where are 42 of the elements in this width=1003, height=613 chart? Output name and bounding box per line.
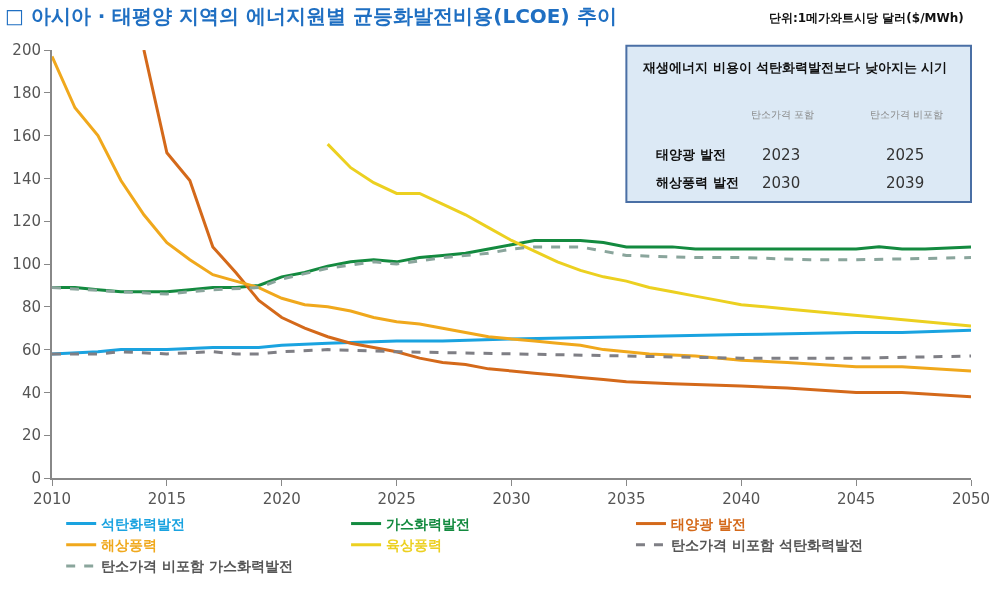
y-tick-label: 0 — [31, 469, 41, 488]
x-tick-label: 2020 — [262, 490, 301, 508]
x-tick-label: 2015 — [147, 490, 186, 508]
y-tick-label: 80 — [21, 298, 41, 317]
line-series — [326, 142, 971, 328]
legend-label: 석탄화력발전 — [101, 516, 186, 533]
y-tick-label: 60 — [21, 340, 41, 359]
annotation: 해상풍력 발전 — [656, 175, 739, 190]
y-tick-label: 140 — [12, 169, 41, 188]
line-series — [52, 245, 971, 296]
x-tick-label: 2010 — [32, 490, 72, 508]
text: 단위:1메가와트시당 달러($/MWh) — [769, 11, 964, 25]
x-tick-label: 2035 — [607, 490, 646, 508]
legend-label: 해상풍력 — [101, 537, 158, 554]
annotation: 태양광 발전 — [656, 147, 726, 162]
annotation: 탄소가격 비포함 — [870, 109, 944, 120]
y-tick-label: 180 — [12, 84, 41, 103]
annotation: 2030 — [762, 174, 801, 192]
chart-title: □ 아시아 · 태평양 지역의 에너지원별 균등화발전비용(LCOE) 추이 — [5, 4, 617, 29]
legend-label: 탄소가격 비포함 가스화력발전 — [101, 558, 293, 575]
legend-label: 가스화력발전 — [386, 516, 471, 533]
annotation: 2023 — [762, 146, 801, 164]
y-tick-label: 120 — [12, 212, 41, 231]
y-tick-label: 100 — [12, 255, 41, 274]
line-series — [142, 50, 971, 399]
x-tick-label: 2050 — [951, 490, 991, 508]
annotation: 재생에너지 비용이 석탄화력발전보다 낮아지는 시기 — [642, 60, 948, 75]
annotation: 2039 — [886, 174, 925, 192]
legend-label: 태양광 발전 — [670, 516, 746, 533]
legend-label: 육상풍력 — [386, 537, 443, 554]
x-tick-label: 2030 — [492, 490, 531, 508]
y-tick-label: 200 — [12, 41, 41, 60]
x-tick-label: 2040 — [722, 490, 761, 508]
x-tick-label: 2045 — [837, 490, 876, 508]
y-tick-label: 40 — [21, 383, 41, 402]
x-tick-label: 2025 — [377, 490, 416, 508]
annotation: 탄소가격 포함 — [751, 109, 815, 120]
y-tick-label: 160 — [12, 126, 41, 145]
annotation: 2025 — [886, 146, 925, 164]
line-series — [52, 54, 971, 373]
y-tick-label: 20 — [21, 426, 41, 445]
legend-label: 탄소가격 비포함 석탄화력발전 — [670, 537, 863, 554]
